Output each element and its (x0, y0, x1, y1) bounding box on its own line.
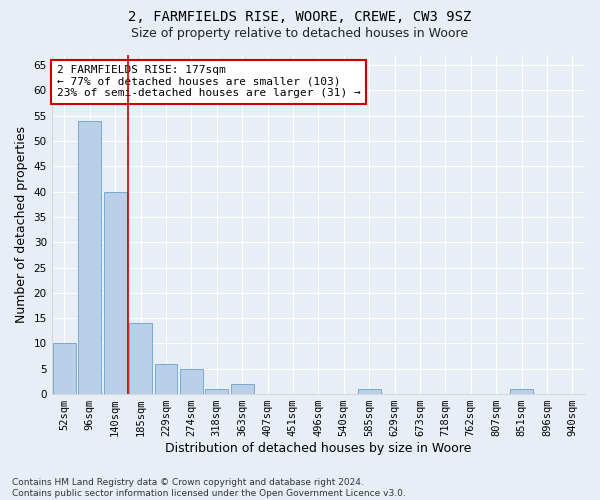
Bar (510, 389, 533, 394)
Bar (231, 384, 254, 394)
Bar (79, 121, 101, 394)
Bar (180, 369, 203, 394)
Bar (129, 323, 152, 394)
Y-axis label: Number of detached properties: Number of detached properties (15, 126, 28, 323)
Text: 2, FARMFIELDS RISE, WOORE, CREWE, CW3 9SZ: 2, FARMFIELDS RISE, WOORE, CREWE, CW3 9S… (128, 10, 472, 24)
Text: Size of property relative to detached houses in Woore: Size of property relative to detached ho… (131, 28, 469, 40)
X-axis label: Distribution of detached houses by size in Woore: Distribution of detached houses by size … (165, 442, 472, 455)
Bar (104, 192, 127, 394)
Bar (358, 389, 380, 394)
Text: Contains HM Land Registry data © Crown copyright and database right 2024.
Contai: Contains HM Land Registry data © Crown c… (12, 478, 406, 498)
Text: 2 FARMFIELDS RISE: 177sqm
← 77% of detached houses are smaller (103)
23% of semi: 2 FARMFIELDS RISE: 177sqm ← 77% of detac… (57, 65, 361, 98)
Bar (155, 364, 178, 394)
Bar (205, 389, 228, 394)
Bar (53, 344, 76, 394)
